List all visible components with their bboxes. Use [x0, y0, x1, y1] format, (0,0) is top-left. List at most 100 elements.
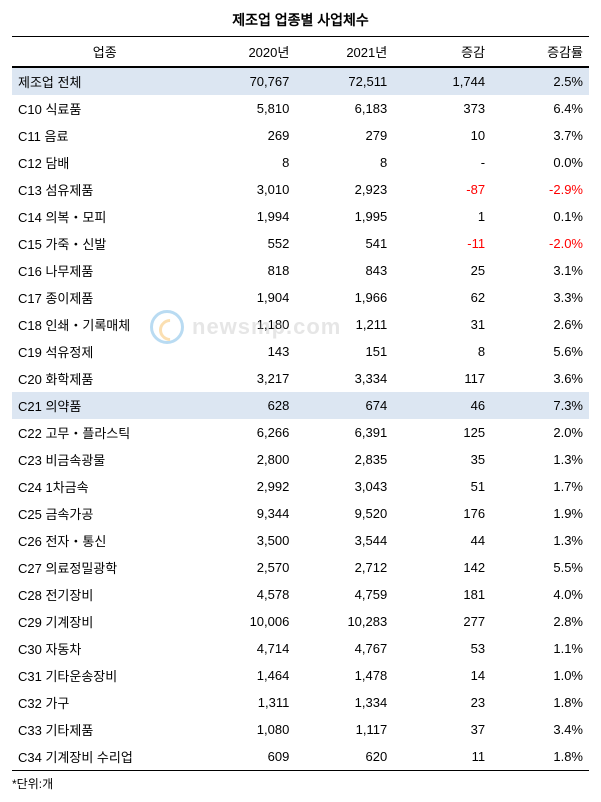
cell-rate: 5.6% [491, 338, 589, 365]
table-row: C12 담배88-0.0% [12, 149, 589, 176]
cell-2021: 3,544 [295, 527, 393, 554]
cell-2020: 1,994 [197, 203, 295, 230]
cell-diff: 10 [393, 122, 491, 149]
cell-2021: 3,043 [295, 473, 393, 500]
cell-2021: 1,117 [295, 716, 393, 743]
cell-category: C15 가죽・신발 [12, 230, 197, 257]
cell-rate: 1.8% [491, 689, 589, 716]
cell-rate: 1.0% [491, 662, 589, 689]
cell-2021: 2,835 [295, 446, 393, 473]
cell-rate: 2.8% [491, 608, 589, 635]
cell-diff: 62 [393, 284, 491, 311]
cell-diff: 1,744 [393, 67, 491, 95]
cell-diff: 25 [393, 257, 491, 284]
cell-2021: 279 [295, 122, 393, 149]
cell-category: C14 의복・모피 [12, 203, 197, 230]
cell-2020: 1,080 [197, 716, 295, 743]
cell-diff: 181 [393, 581, 491, 608]
cell-rate: 3.7% [491, 122, 589, 149]
cell-diff: 117 [393, 365, 491, 392]
cell-diff: 14 [393, 662, 491, 689]
cell-2021: 1,478 [295, 662, 393, 689]
cell-2021: 4,767 [295, 635, 393, 662]
data-table: 업종 2020년 2021년 증감 증감률 제조업 전체70,76772,511… [12, 36, 589, 771]
table-row: C15 가죽・신발552541-11-2.0% [12, 230, 589, 257]
cell-diff: 23 [393, 689, 491, 716]
cell-rate: 0.0% [491, 149, 589, 176]
table-row: C33 기타제품1,0801,117373.4% [12, 716, 589, 743]
cell-2020: 269 [197, 122, 295, 149]
cell-rate: 6.4% [491, 95, 589, 122]
header-2021: 2021년 [295, 37, 393, 68]
cell-rate: 4.0% [491, 581, 589, 608]
cell-2020: 9,344 [197, 500, 295, 527]
table-body: 제조업 전체70,76772,5111,7442.5%C10 식료품5,8106… [12, 67, 589, 771]
cell-2020: 552 [197, 230, 295, 257]
table-row: C25 금속가공9,3449,5201761.9% [12, 500, 589, 527]
cell-2021: 6,391 [295, 419, 393, 446]
cell-2021: 6,183 [295, 95, 393, 122]
cell-rate: 3.6% [491, 365, 589, 392]
table-row: C16 나무제품818843253.1% [12, 257, 589, 284]
table-row: C21 의약품628674467.3% [12, 392, 589, 419]
header-rate: 증감률 [491, 37, 589, 68]
cell-2021: 674 [295, 392, 393, 419]
cell-category: C12 담배 [12, 149, 197, 176]
table-row: C29 기계장비10,00610,2832772.8% [12, 608, 589, 635]
table-row: C19 석유정제14315185.6% [12, 338, 589, 365]
cell-diff: 46 [393, 392, 491, 419]
cell-category: C10 식료품 [12, 95, 197, 122]
cell-category: C18 인쇄・기록매체 [12, 311, 197, 338]
cell-diff: -87 [393, 176, 491, 203]
header-diff: 증감 [393, 37, 491, 68]
table-row: C27 의료정밀광학2,5702,7121425.5% [12, 554, 589, 581]
table-row: C34 기계장비 수리업609620111.8% [12, 743, 589, 771]
cell-2020: 3,500 [197, 527, 295, 554]
cell-rate: 1.7% [491, 473, 589, 500]
cell-category: C17 종이제품 [12, 284, 197, 311]
cell-category: C21 의약품 [12, 392, 197, 419]
cell-rate: 2.6% [491, 311, 589, 338]
cell-diff: 142 [393, 554, 491, 581]
cell-category: C19 석유정제 [12, 338, 197, 365]
cell-2021: 9,520 [295, 500, 393, 527]
cell-2020: 2,800 [197, 446, 295, 473]
cell-2020: 1,904 [197, 284, 295, 311]
cell-diff: 11 [393, 743, 491, 771]
cell-rate: 0.1% [491, 203, 589, 230]
cell-diff: 176 [393, 500, 491, 527]
cell-diff: 125 [393, 419, 491, 446]
cell-diff: 1 [393, 203, 491, 230]
table-row: C20 화학제품3,2173,3341173.6% [12, 365, 589, 392]
cell-category: C11 음료 [12, 122, 197, 149]
cell-2020: 5,810 [197, 95, 295, 122]
cell-category: C31 기타운송장비 [12, 662, 197, 689]
cell-diff: 53 [393, 635, 491, 662]
cell-diff: 37 [393, 716, 491, 743]
cell-rate: -2.0% [491, 230, 589, 257]
cell-2020: 8 [197, 149, 295, 176]
table-row: C10 식료품5,8106,1833736.4% [12, 95, 589, 122]
table-row: C14 의복・모피1,9941,99510.1% [12, 203, 589, 230]
cell-rate: 7.3% [491, 392, 589, 419]
cell-2021: 843 [295, 257, 393, 284]
header-2020: 2020년 [197, 37, 295, 68]
cell-2021: 2,923 [295, 176, 393, 203]
header-row: 업종 2020년 2021년 증감 증감률 [12, 37, 589, 68]
cell-category: C29 기계장비 [12, 608, 197, 635]
footnote: *단위:개 [12, 775, 589, 792]
cell-category: C20 화학제품 [12, 365, 197, 392]
cell-2020: 628 [197, 392, 295, 419]
cell-2021: 541 [295, 230, 393, 257]
table-row: C18 인쇄・기록매체1,1801,211312.6% [12, 311, 589, 338]
cell-category: 제조업 전체 [12, 67, 197, 95]
cell-2021: 2,712 [295, 554, 393, 581]
cell-diff: 277 [393, 608, 491, 635]
cell-2021: 151 [295, 338, 393, 365]
cell-rate: 2.0% [491, 419, 589, 446]
cell-category: C27 의료정밀광학 [12, 554, 197, 581]
cell-category: C34 기계장비 수리업 [12, 743, 197, 771]
cell-rate: 1.9% [491, 500, 589, 527]
cell-2021: 4,759 [295, 581, 393, 608]
cell-rate: 3.3% [491, 284, 589, 311]
